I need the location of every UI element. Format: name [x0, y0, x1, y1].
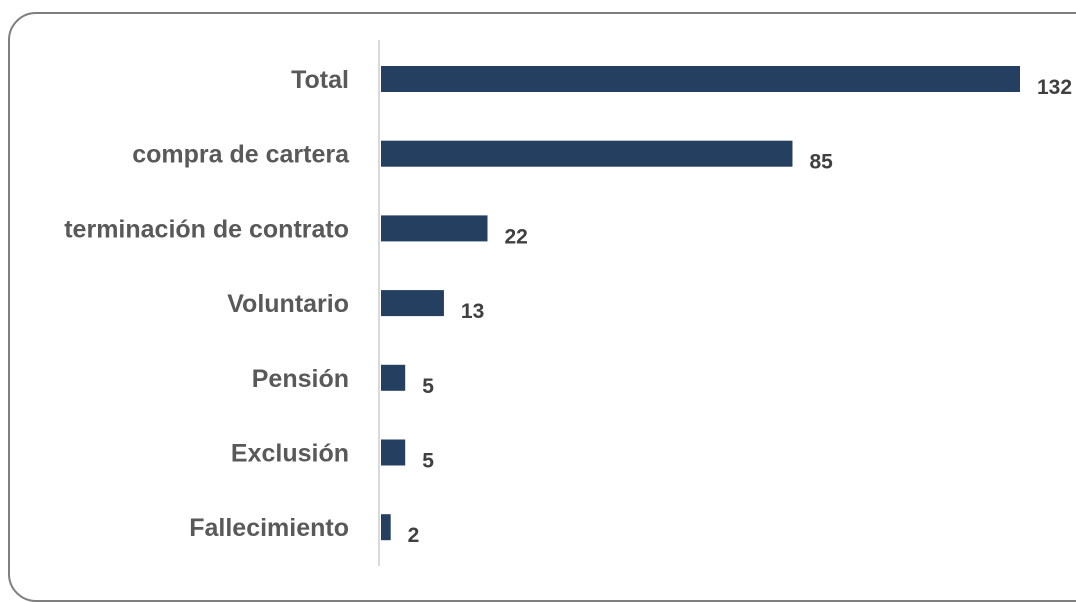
value-label: 85: [809, 151, 833, 174]
category-label: Exclusión: [231, 440, 349, 468]
value-label: 5: [422, 450, 434, 473]
bar-chart: Total compra de cartera terminación de con…: [64, 40, 1072, 566]
value-label: 5: [422, 375, 434, 398]
category-labels: Total compra de cartera terminación de con…: [64, 66, 350, 542]
value-label: 13: [461, 300, 484, 323]
category-label: Fallecimiento: [189, 514, 349, 542]
chart-frame: [8, 12, 1076, 602]
category-label: Pensión: [252, 365, 349, 393]
category-label: terminación de contrato: [64, 215, 349, 243]
bar-1: [381, 140, 793, 167]
bar-0: [381, 66, 1020, 92]
bar-4: [381, 364, 406, 391]
bar-6: [381, 514, 391, 541]
bars-group: [381, 66, 1020, 541]
category-label: compra de cartera: [132, 141, 350, 169]
value-label: 132: [1037, 76, 1072, 99]
category-label: Voluntario: [227, 290, 349, 318]
bar-2: [381, 215, 488, 242]
value-label: 2: [408, 524, 420, 547]
value-labels: 132 85 22 13 5 5 2: [408, 76, 1072, 547]
bar-5: [381, 439, 406, 466]
category-label: Total: [291, 66, 349, 94]
bar-3: [381, 290, 444, 317]
value-label: 22: [505, 225, 528, 248]
